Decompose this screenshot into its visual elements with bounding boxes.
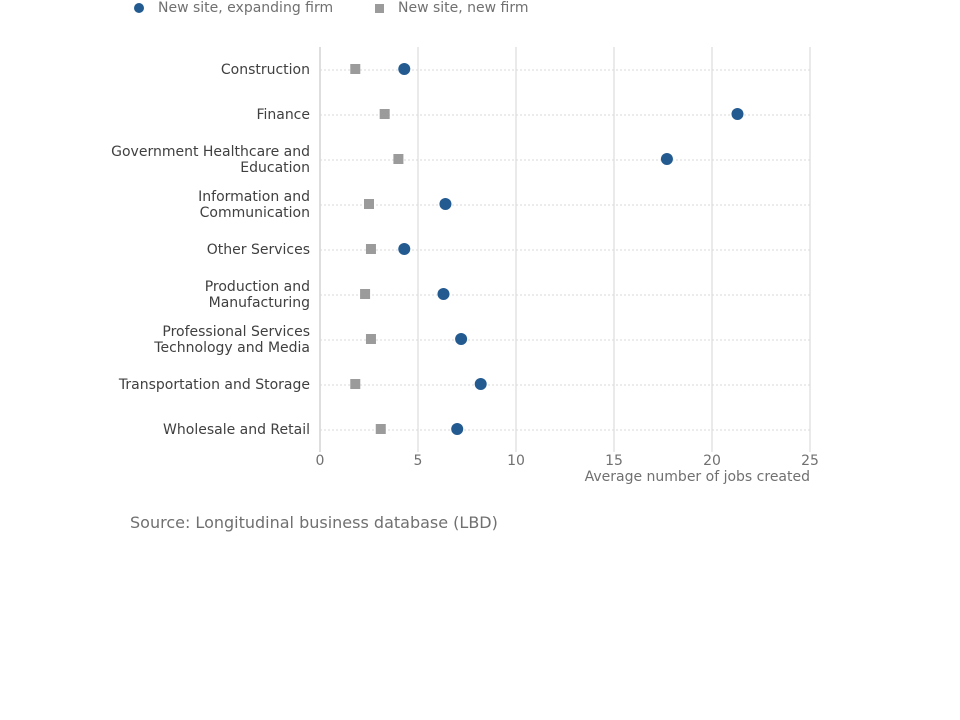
dot-plot-chart: 0 5 10 15 20 25 Construction Finance Government …: [111, 47, 819, 485]
data-point-square: [360, 289, 371, 299]
category-label-line: Construction: [221, 62, 310, 78]
category-label: Other Services: [207, 242, 310, 258]
legend-label-expanding-firm: New site, expanding firm: [158, 0, 334, 16]
data-point-square: [375, 424, 386, 434]
data-point-square: [364, 199, 374, 209]
category-label-line: Finance: [256, 107, 310, 123]
legend-label-new-firm: New site, new firm: [398, 0, 529, 16]
data-point-circle: [398, 63, 411, 75]
category-label-line: Government Healthcare and: [111, 144, 310, 160]
chart-legend: New site, expanding firm New site, new f…: [0, 0, 960, 16]
category-label: Government Healthcare and Education: [111, 144, 310, 176]
category-label-line: Communication: [200, 205, 310, 221]
data-point-circle: [474, 378, 487, 390]
category-label-line: Professional Services: [162, 324, 310, 340]
category-label: Wholesale and Retail: [163, 422, 310, 438]
category-label: Professional Services Technology and Medi…: [153, 324, 310, 356]
category-label-line: Manufacturing: [209, 295, 310, 311]
data-point-square: [350, 379, 361, 389]
category-label: Finance: [256, 107, 310, 123]
source-note: Source: Longitudinal business database (…: [130, 513, 498, 532]
category-label-line: Wholesale and Retail: [163, 422, 310, 438]
x-tick-label: 25: [801, 453, 819, 469]
category-label-line: Other Services: [207, 242, 310, 258]
category-label-line: Education: [240, 160, 310, 176]
legend-item-new-firm[interactable]: New site, new firm: [375, 0, 529, 16]
category-label-line: Production and: [205, 279, 310, 295]
data-point-circle: [455, 333, 468, 345]
data-point-square: [393, 154, 404, 164]
legend-square-marker-icon: [375, 3, 384, 13]
data-point-square: [365, 244, 376, 254]
x-tick-label: 15: [605, 453, 623, 469]
category-label-line: Information and: [198, 189, 310, 205]
category-label: Information and Communication: [198, 189, 310, 221]
data-point-circle: [437, 288, 450, 300]
category-label: Construction: [221, 62, 310, 78]
data-point-circle: [398, 243, 411, 255]
x-tick-label: 0: [316, 453, 325, 469]
legend-item-expanding-firm[interactable]: New site, expanding firm: [134, 0, 333, 16]
data-point-circle: [439, 198, 452, 210]
data-point-circle: [660, 153, 673, 165]
data-point-circle: [451, 423, 464, 435]
category-label: Production and Manufacturing: [205, 279, 310, 311]
category-label-line: Transportation and Storage: [118, 377, 310, 393]
legend-circle-marker-icon: [134, 3, 144, 13]
x-tick-label: 20: [703, 453, 721, 469]
x-axis-title: Average number of jobs created: [585, 469, 810, 485]
x-tick-label: 10: [507, 453, 525, 469]
category-label-line: Technology and Media: [153, 340, 310, 356]
category-label: Transportation and Storage: [118, 377, 310, 393]
data-point-circle: [731, 108, 744, 120]
x-tick-label: 5: [414, 453, 423, 469]
data-point-square: [365, 334, 376, 344]
data-point-square: [379, 109, 390, 119]
data-point-square: [350, 64, 361, 74]
